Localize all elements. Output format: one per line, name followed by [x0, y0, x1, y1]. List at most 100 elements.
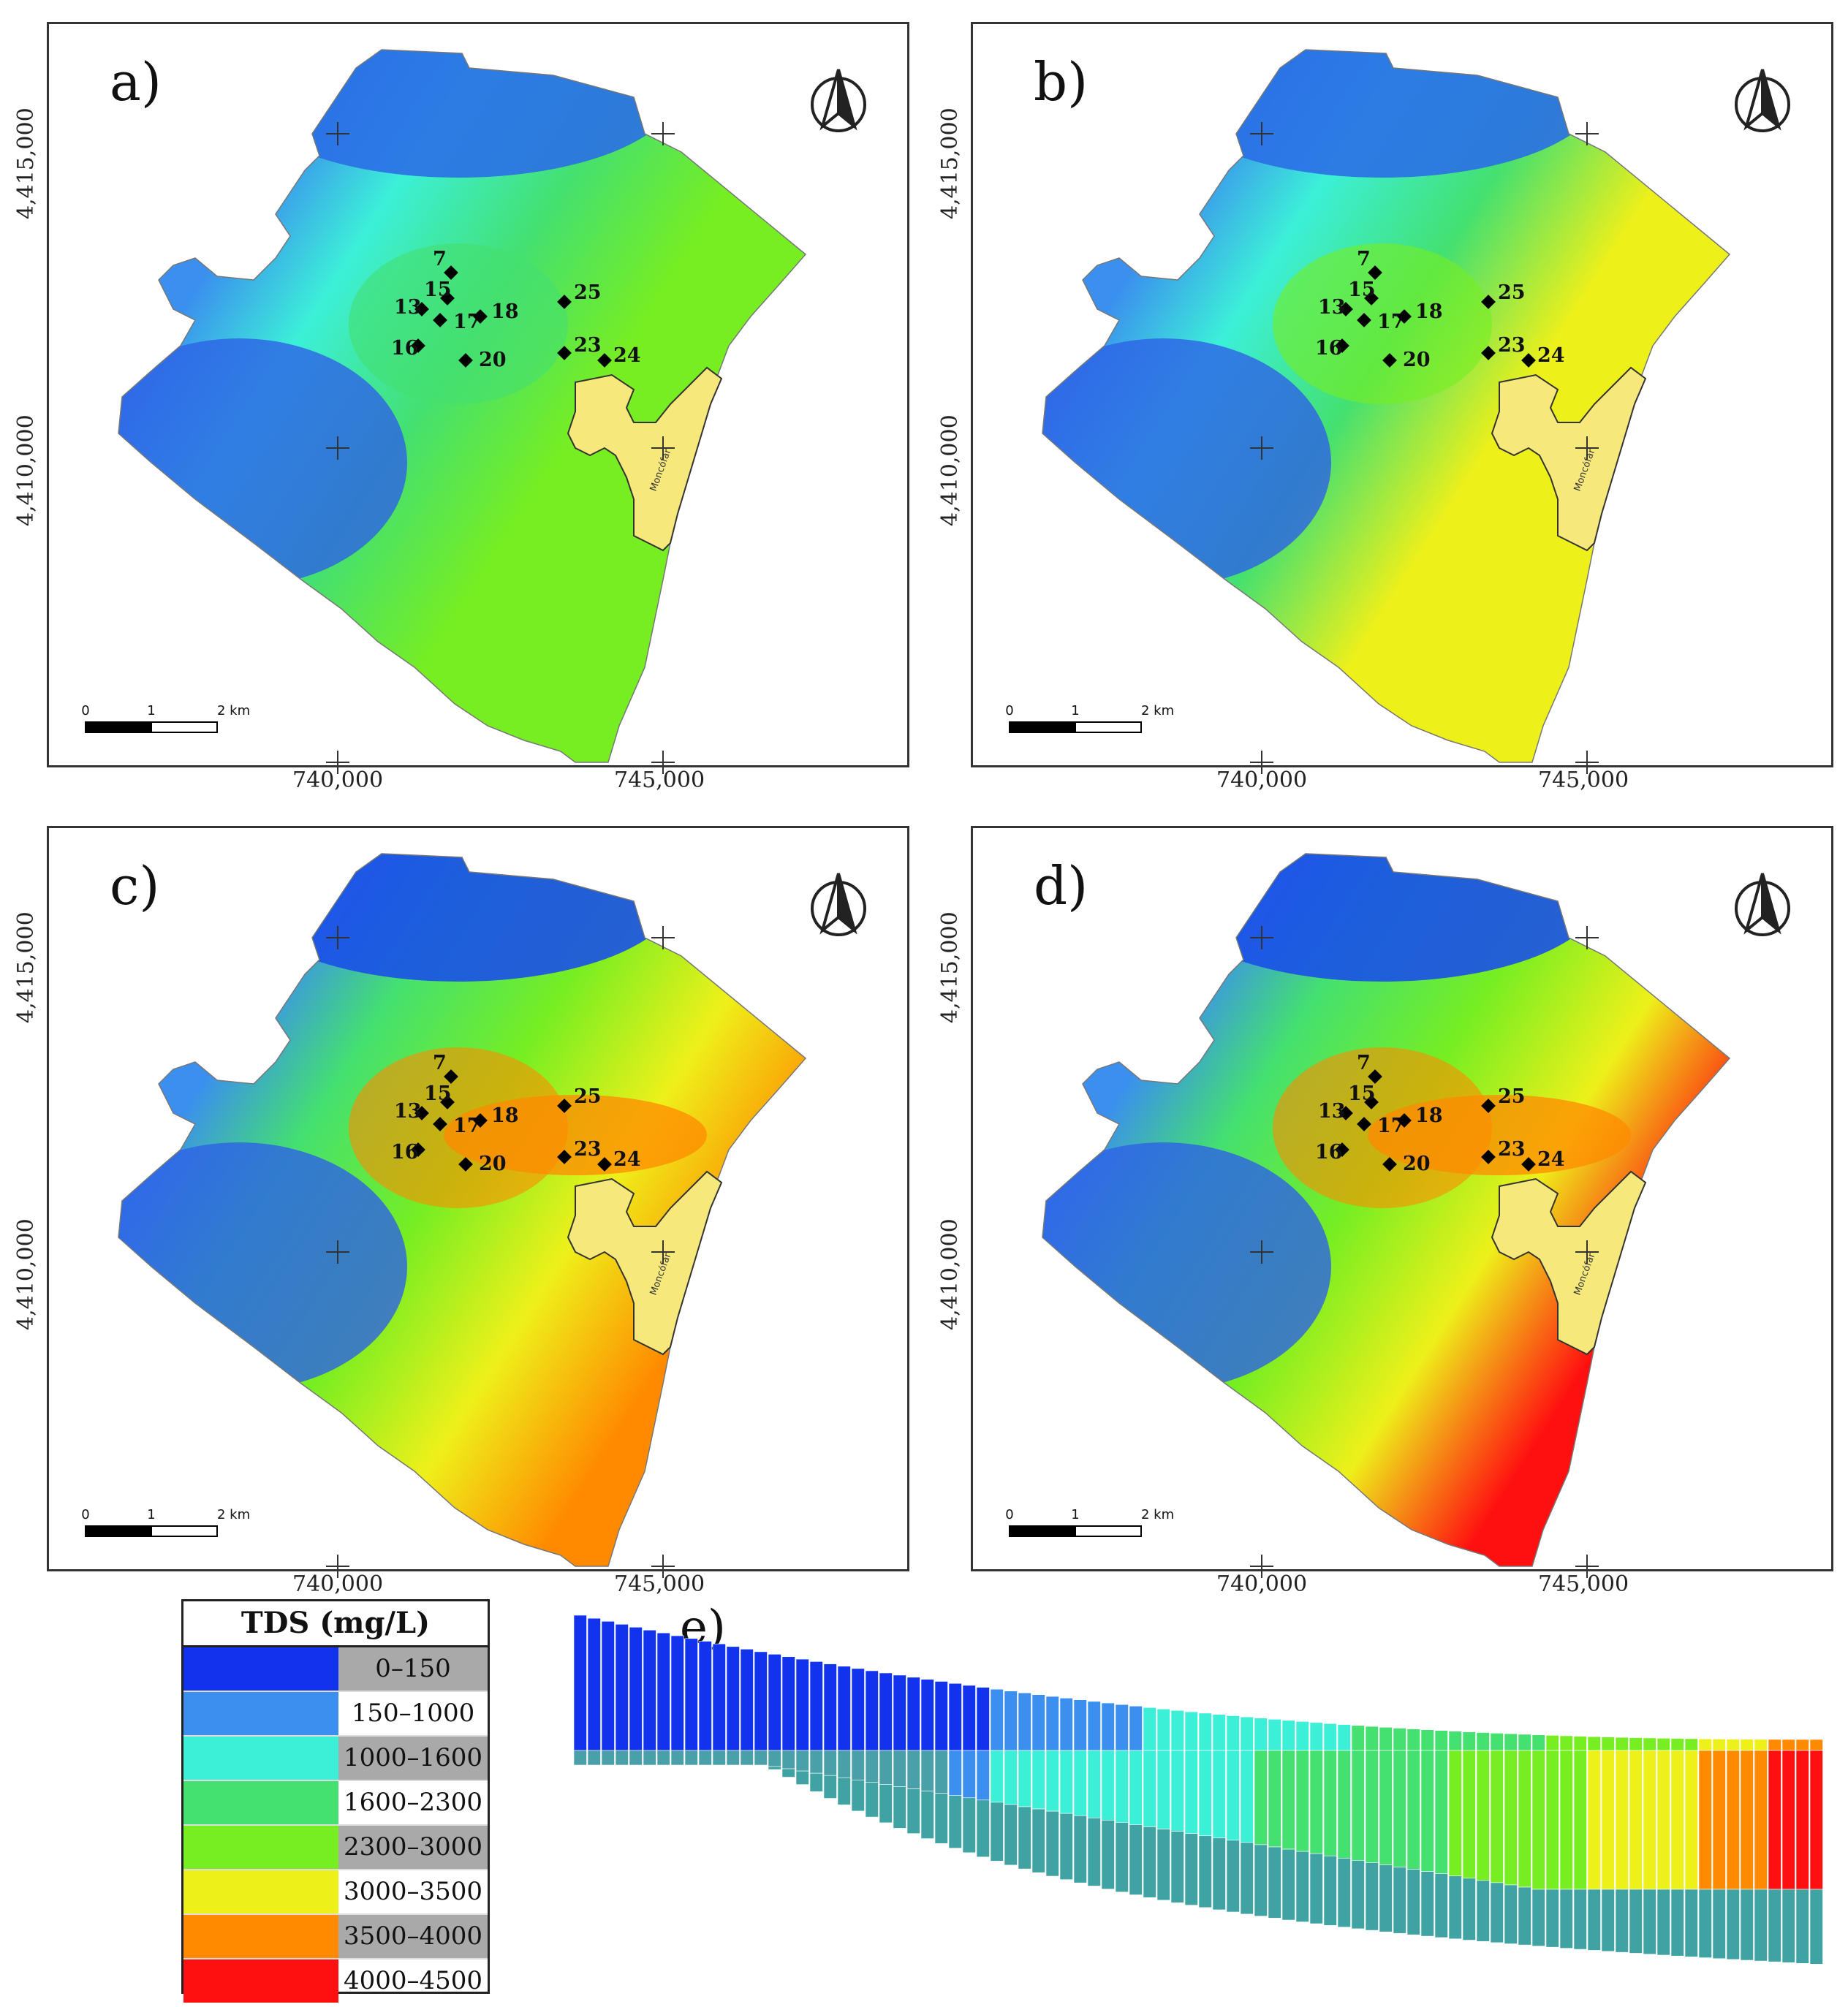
- grid-cross-icon: [1575, 926, 1599, 949]
- section-cell: [1281, 1720, 1295, 1751]
- scale-bar-label: 1: [147, 703, 155, 718]
- scale-bar-label: 1: [1071, 703, 1079, 718]
- section-cell: [1809, 1739, 1823, 1751]
- legend-range: 0–150: [338, 1647, 488, 1691]
- section-cell: [684, 1750, 698, 1766]
- section-cell: [823, 1775, 837, 1799]
- well-marker: [414, 302, 429, 316]
- section-cell: [809, 1772, 823, 1792]
- section-cell: [1156, 1829, 1170, 1901]
- well-marker: [1335, 1142, 1349, 1157]
- section-cell: [698, 1750, 712, 1766]
- section-cell: [698, 1641, 712, 1751]
- well-marker: [1481, 295, 1496, 309]
- fresh-water-zone: [1163, 50, 1602, 178]
- section-cell: [1059, 1813, 1073, 1880]
- section-cell: [1268, 1846, 1281, 1919]
- section-cell: [1031, 1808, 1045, 1873]
- section-cell: [1087, 1817, 1101, 1886]
- salinity-plume: [1273, 243, 1492, 404]
- panel-label: a): [110, 51, 162, 113]
- section-cell: [1698, 1750, 1712, 1890]
- section-cell: [754, 1651, 768, 1751]
- section-cell: [615, 1624, 629, 1751]
- section-cell: [851, 1750, 865, 1780]
- section-cell: [948, 1750, 962, 1797]
- section-cell: [587, 1750, 601, 1766]
- section-cell: [1004, 1691, 1018, 1751]
- well-label: 24: [1537, 1148, 1565, 1171]
- scale-bar-label: 0: [81, 1507, 89, 1522]
- section-cell: [1656, 1737, 1670, 1751]
- well-label: 25: [574, 1085, 602, 1108]
- section-cell: [1379, 1864, 1393, 1932]
- section-cell: [1337, 1857, 1351, 1927]
- section-cell: [781, 1656, 795, 1751]
- section-cell: [1226, 1750, 1240, 1841]
- section-cell: [1087, 1750, 1101, 1818]
- section-cell: [795, 1750, 809, 1772]
- section-cell: [1379, 1726, 1393, 1751]
- section-cell: [1031, 1694, 1045, 1751]
- section-cell: [990, 1802, 1004, 1862]
- well-label: 15: [1348, 278, 1376, 301]
- section-cell: [1393, 1750, 1406, 1867]
- well-label: 25: [1498, 281, 1526, 304]
- well-label: 16: [391, 1141, 419, 1164]
- section-cell: [976, 1799, 990, 1858]
- section-cell: [1754, 1889, 1768, 1962]
- grid-cross-icon: [1250, 751, 1273, 774]
- y-tick-label: 4,415,000: [937, 911, 963, 1023]
- north-arrow-icon: [1735, 873, 1790, 936]
- section-cell: [1559, 1735, 1573, 1751]
- section-cell: [1059, 1698, 1073, 1751]
- well-label: 20: [479, 1153, 507, 1175]
- fresh-water-zone: [1042, 338, 1331, 587]
- well-marker: [1521, 353, 1536, 368]
- section-cell: [1198, 1712, 1212, 1751]
- grid-cross-icon: [1250, 926, 1273, 949]
- well-marker: [1481, 346, 1496, 360]
- panel-label: c): [110, 855, 160, 917]
- well-marker: [1397, 1113, 1412, 1128]
- x-tick-label: 740,000: [1216, 1571, 1308, 1597]
- section-cell: [1129, 1750, 1143, 1825]
- section-cell: [740, 1649, 754, 1751]
- section-cell: [1684, 1738, 1698, 1751]
- legend-range: 150–1000: [351, 1699, 475, 1728]
- section-cell: [1573, 1736, 1587, 1751]
- section-cell: [1045, 1750, 1059, 1812]
- section-cell: [1156, 1708, 1170, 1751]
- section-cell: [948, 1795, 962, 1848]
- section-cell: [1295, 1851, 1309, 1922]
- section-cell: [1184, 1750, 1198, 1834]
- section-cell: [1545, 1735, 1559, 1751]
- section-cell: [1504, 1750, 1518, 1886]
- panel-label: b): [1034, 51, 1088, 113]
- section-cell: [1406, 1869, 1420, 1935]
- section-cell: [629, 1750, 643, 1766]
- section-cell: [1490, 1882, 1504, 1943]
- city-polygon: [567, 366, 723, 552]
- grid-cross-icon: [1250, 122, 1273, 145]
- section-cell: [656, 1632, 670, 1751]
- section-cell: [1240, 1716, 1254, 1751]
- map-frame: Moncófar 7 15 13 17 18 16 20 25 23 24 0 1 2 km: [971, 826, 1833, 1578]
- section-cell: [1518, 1750, 1531, 1888]
- section-cell: [865, 1670, 879, 1751]
- section-cell: [1434, 1730, 1448, 1751]
- legend-row: 3500–4000: [183, 1915, 488, 1959]
- legend-swatch: [183, 1826, 338, 1869]
- well-marker: [458, 353, 473, 368]
- grid-cross-icon: [651, 436, 675, 460]
- section-cell: [1226, 1715, 1240, 1751]
- y-tick-label: 4,410,000: [937, 414, 963, 526]
- grid-cross-icon: [1250, 1555, 1273, 1578]
- section-cell: [1212, 1750, 1226, 1839]
- section-cell: [837, 1777, 851, 1805]
- section-cell: [1643, 1737, 1656, 1751]
- well-marker: [1481, 1150, 1496, 1164]
- section-cell: [1323, 1855, 1337, 1926]
- section-cell: [629, 1627, 643, 1751]
- section-cell: [1670, 1750, 1684, 1890]
